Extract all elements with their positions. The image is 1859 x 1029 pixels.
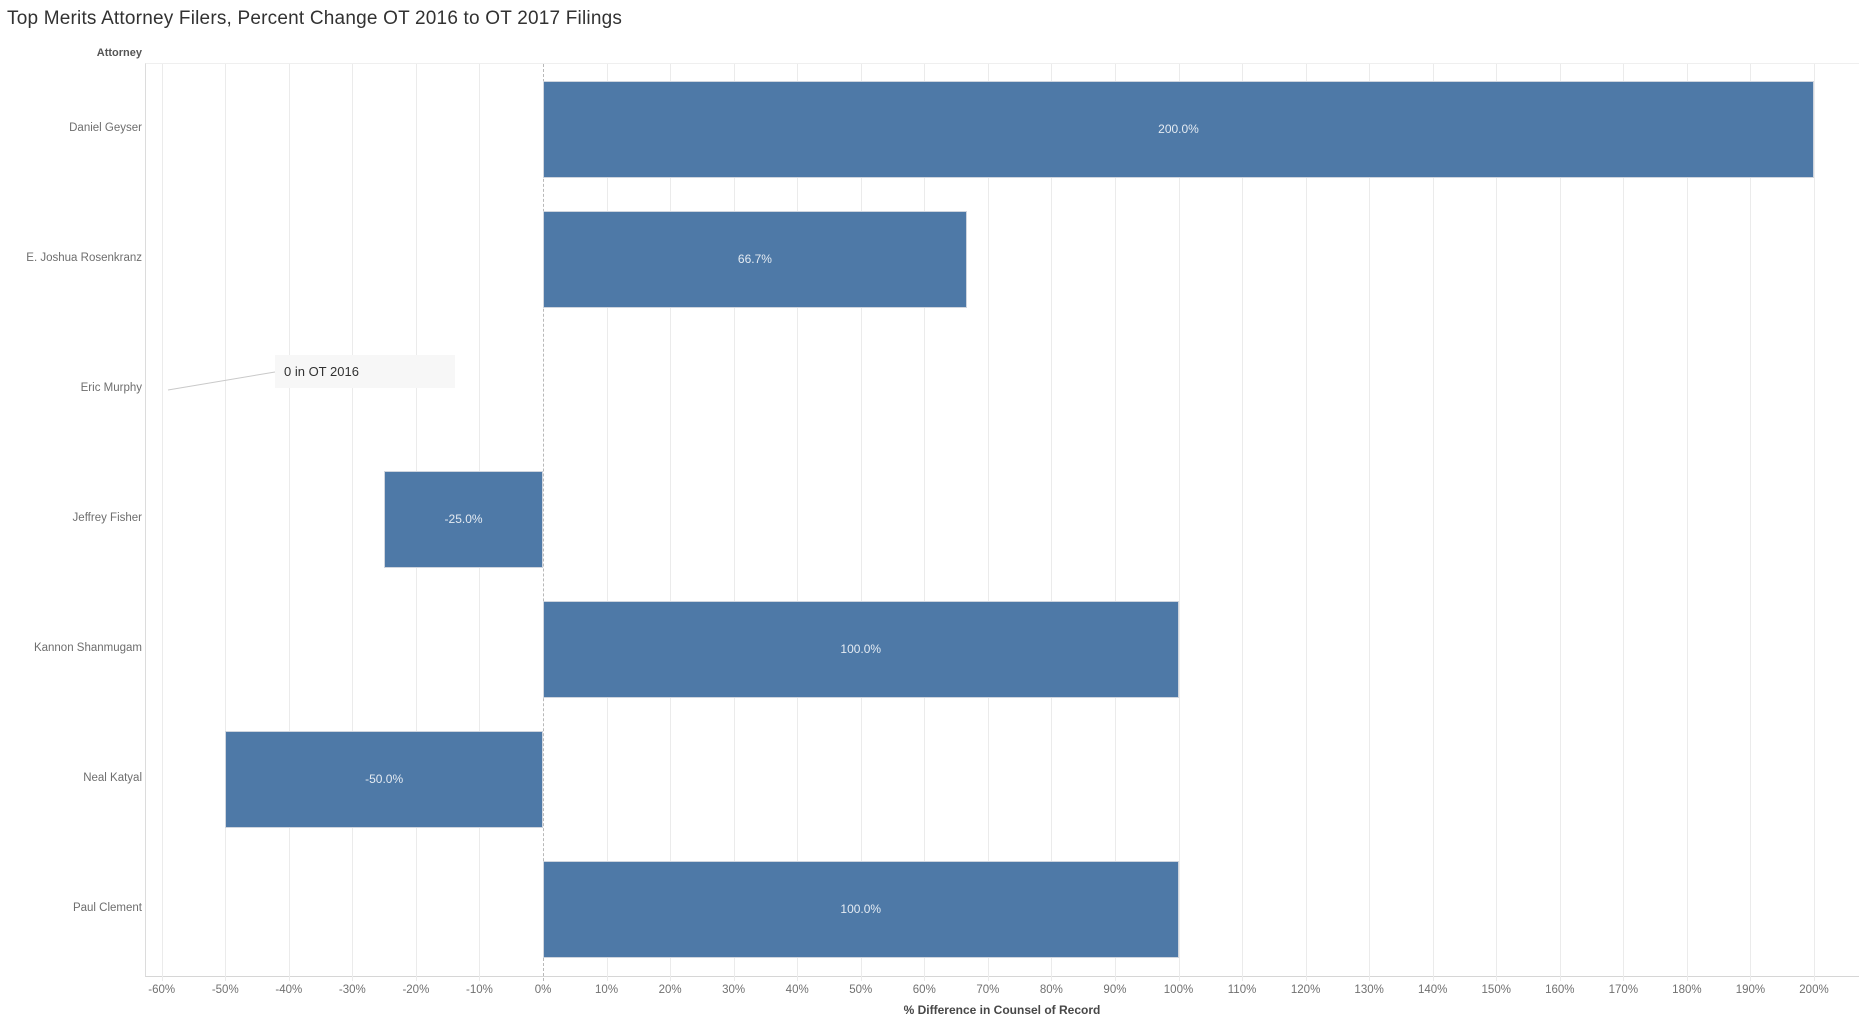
gridline <box>1242 64 1244 981</box>
x-tick-label: 70% <box>976 984 1000 996</box>
category-label[interactable]: Jeffrey Fisher <box>72 512 142 524</box>
gridline <box>288 64 290 981</box>
x-tick-label: 40% <box>785 984 809 996</box>
y-axis-header: Attorney <box>96 47 142 59</box>
gridline <box>860 64 862 981</box>
x-tick-label: 50% <box>849 984 873 996</box>
x-tick-label: -50% <box>211 984 239 996</box>
bar-e-joshua-rosenkranz[interactable]: 66.7% <box>543 210 967 308</box>
bar-value-label: 200.0% <box>1158 122 1199 136</box>
x-tick-label: 120% <box>1290 984 1321 996</box>
gridline <box>1496 64 1498 981</box>
x-tick-label: 130% <box>1354 984 1384 996</box>
bar-kannon-shanmugam[interactable]: 100.0% <box>543 600 1179 698</box>
x-tick-label: 160% <box>1545 984 1575 996</box>
x-tick-label: 90% <box>1103 984 1127 996</box>
category-label[interactable]: Paul Clement <box>72 902 142 914</box>
zero-reference-line <box>543 64 544 981</box>
bar-neal-katyal[interactable]: -50.0% <box>225 730 543 828</box>
x-axis-title: % Difference in Counsel of Record <box>903 1003 1101 1017</box>
x-tick-label: -40% <box>275 984 303 996</box>
x-tick-label: 170% <box>1608 984 1639 996</box>
gridline <box>1750 64 1752 981</box>
category-label[interactable]: Eric Murphy <box>80 382 142 394</box>
gridline <box>1686 64 1688 981</box>
x-tick-label: -60% <box>148 984 176 996</box>
category-label[interactable]: Kannon Shanmugam <box>33 642 142 654</box>
gridline <box>924 64 926 981</box>
annotation-text: 0 in OT 2016 <box>284 364 359 379</box>
bar-value-label: 100.0% <box>840 902 882 916</box>
x-tick-label: 110% <box>1227 984 1257 996</box>
annotation-leader-line <box>167 371 276 391</box>
gridline <box>797 64 799 981</box>
gridline <box>1305 64 1307 981</box>
x-tick-label: 180% <box>1672 984 1702 996</box>
bar-value-label: -25.0% <box>444 512 483 526</box>
category-label[interactable]: Neal Katyal <box>83 772 142 784</box>
x-tick-label: 190% <box>1735 984 1766 996</box>
x-tick-label: 140% <box>1417 984 1448 996</box>
gridline <box>987 64 989 981</box>
bar-jeffrey-fisher[interactable]: -25.0% <box>384 470 543 568</box>
chart-title: Top Merits Attorney Filers, Percent Chan… <box>7 8 623 29</box>
gridline <box>1178 64 1180 981</box>
x-tick-label: 30% <box>722 984 746 996</box>
category-label[interactable]: E. Joshua Rosenkranz <box>26 252 142 264</box>
gridline <box>1559 64 1561 981</box>
bar-value-label: 100.0% <box>840 642 882 656</box>
x-tick-label: 60% <box>912 984 936 996</box>
gridline <box>1814 64 1815 981</box>
x-tick-label: 20% <box>658 984 682 996</box>
x-tick-label: -30% <box>338 984 366 996</box>
category-label[interactable]: Daniel Geyser <box>69 122 142 134</box>
gridline <box>1623 64 1625 981</box>
gridline <box>733 64 735 981</box>
gridline <box>225 64 227 981</box>
x-tick-label: 150% <box>1481 984 1511 996</box>
gridline <box>1369 64 1371 981</box>
x-tick-label: 80% <box>1039 984 1063 996</box>
gridline <box>670 64 672 981</box>
bar-paul-clement[interactable]: 100.0% <box>543 860 1179 958</box>
annotation: 0 in OT 2016 <box>275 355 455 388</box>
x-tick-label: 0% <box>534 984 552 996</box>
gridline <box>1432 64 1434 981</box>
gridline <box>1114 64 1116 981</box>
gridline <box>1051 64 1053 981</box>
x-tick-label: -20% <box>402 984 430 996</box>
bar-daniel-geyser[interactable]: 200.0% <box>543 80 1814 178</box>
bar-value-label: -50.0% <box>365 772 404 786</box>
x-tick-label: -10% <box>466 984 493 996</box>
plot-area: -60% -50% -40% -30% -20% -10% 0% 10% 20% 30% 40% 50… <box>145 63 1859 996</box>
gridline <box>606 64 608 981</box>
gridline <box>161 64 163 981</box>
gridline <box>352 64 354 981</box>
x-tick-label: 10% <box>595 984 619 996</box>
bar-value-label: 66.7% <box>737 252 772 266</box>
y-axis-labels: Daniel Geyser E. Joshua Rosenkranz Eric Mu… <box>0 63 142 975</box>
x-tick-label: 200% <box>1799 984 1829 996</box>
x-tick-label: 100% <box>1163 984 1194 996</box>
